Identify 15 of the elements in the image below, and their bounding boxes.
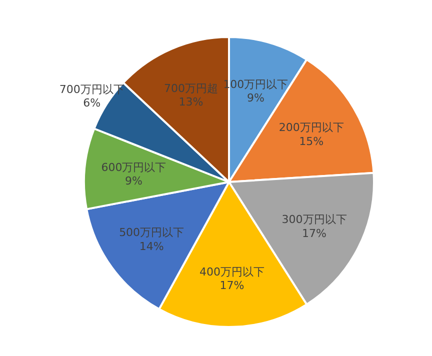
data-label: 9%: [246, 92, 264, 105]
data-label: 17%: [220, 279, 244, 292]
data-label: 13%: [178, 96, 204, 109]
data-label: 15%: [299, 134, 324, 148]
data-label: 17%: [302, 226, 326, 240]
data-label: 14%: [139, 240, 164, 253]
slice-label: 600万円以下: [101, 160, 166, 174]
data-label: 6%: [83, 96, 101, 110]
data-label: 9%: [125, 174, 142, 188]
slice-label: 400万円以下: [200, 265, 265, 278]
slice-label: 300万円以下: [282, 213, 347, 226]
slice-label: 700万円以下: [59, 82, 124, 96]
slice-label: 500万円以下: [119, 226, 184, 240]
slice-label: 700万円超: [164, 82, 218, 95]
slice-label: 200万円以下: [278, 121, 344, 134]
